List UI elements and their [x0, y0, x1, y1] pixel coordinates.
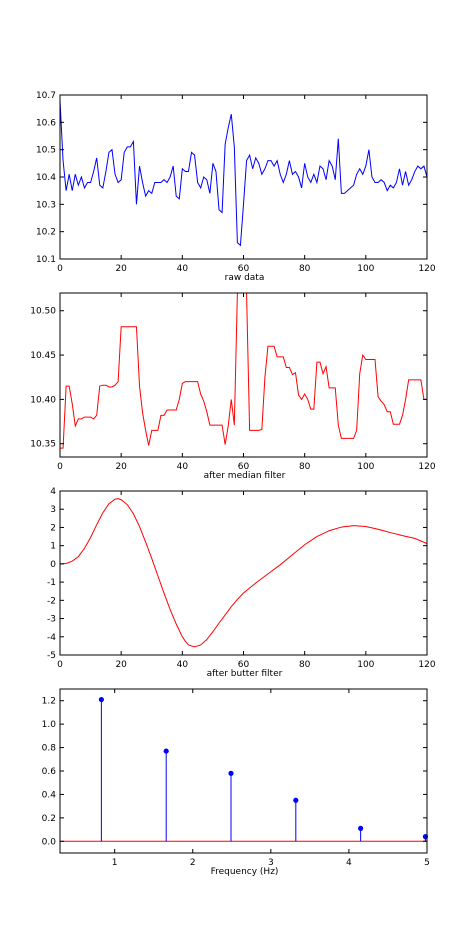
chart-frequency-spectrum: 1 2 3 4 5 0.0 0.2 0.4 0.6 0.8 1.0 1.2 Frequency (Hz) [42, 688, 430, 877]
y-tick-label: 10.50 [30, 307, 56, 317]
y-tick-label: -4 [47, 633, 56, 643]
y-tick-label: 10.5 [36, 146, 56, 156]
series-line-0 [60, 498, 427, 648]
stem-marker [293, 797, 299, 803]
axes-frame [59, 490, 428, 656]
x-axis-label: after median filter [204, 471, 286, 481]
x-axis-label: raw data [225, 273, 265, 283]
stem-marker [358, 825, 364, 832]
x-tick-label: 40 [177, 462, 189, 472]
x-tick-label: 40 [177, 264, 189, 274]
axes-frame [59, 292, 428, 458]
axes-frame [59, 688, 428, 854]
y-tick-label: 0.8 [42, 744, 57, 754]
x-tick-label: 20 [115, 264, 127, 274]
stem-marker [98, 696, 104, 703]
x-tick-label: 2 [190, 858, 196, 868]
x-tick-label: 4 [346, 858, 352, 868]
y-tick-label: 10.4 [36, 173, 56, 183]
x-tick-label: 3 [268, 858, 274, 868]
y-tick-label: 10.3 [36, 200, 56, 210]
y-tick-label: 0.4 [42, 790, 57, 800]
x-tick-label: 20 [115, 660, 127, 670]
series-line-0 [60, 293, 427, 449]
y-tick-label: 10.40 [30, 395, 56, 405]
y-tick-label: 0.2 [42, 814, 56, 824]
x-tick-label: 100 [357, 660, 374, 670]
y-tick-label: 10.6 [36, 118, 56, 128]
y-tick-label: 10.7 [36, 91, 56, 101]
x-tick-label: 80 [299, 264, 311, 274]
x-tick-label: 5 [424, 858, 430, 868]
y-tick-label: 10.1 [36, 255, 56, 265]
x-tick-label: 80 [299, 660, 311, 670]
y-tick-label: 2 [50, 523, 56, 533]
y-tick-label: 3 [50, 505, 56, 515]
x-tick-label: 0 [57, 264, 63, 274]
x-tick-label: 0 [57, 462, 63, 472]
x-tick-label: 100 [357, 264, 374, 274]
y-tick-label: 0 [50, 560, 56, 570]
y-tick-label: 4 [50, 487, 56, 497]
y-tick-label: 1.0 [42, 720, 57, 730]
x-tick-label: 40 [177, 660, 189, 670]
x-tick-label: 120 [418, 660, 435, 670]
x-tick-label: 0 [57, 660, 63, 670]
x-tick-label: 60 [238, 462, 250, 472]
y-tick-label: 0.0 [42, 837, 57, 847]
y-tick-label: -5 [47, 651, 56, 661]
chart-butter-filter: 0 20 40 60 80 100 120 -5 -4 -3 -2 -1 0 1 2 3 4 after butt… [47, 487, 436, 679]
y-tick-label: -3 [47, 615, 56, 625]
y-tick-label: 1 [50, 542, 56, 552]
x-tick-label: 60 [238, 264, 250, 274]
x-tick-label: 60 [238, 660, 250, 670]
y-tick-label: 0.6 [42, 767, 57, 777]
series-line-0 [60, 100, 427, 247]
x-tick-label: 1 [112, 858, 118, 868]
x-tick-label: 80 [299, 462, 311, 472]
chart-median-filter: 0 20 40 60 80 100 120 10.35 10.40 10.45 10.50 after… [30, 292, 436, 481]
y-tick-label: -2 [47, 596, 56, 606]
y-tick-label: 1.2 [42, 697, 56, 707]
stem-marker [228, 770, 234, 776]
x-tick-label: 100 [357, 462, 374, 472]
stem-marker [163, 748, 169, 754]
x-axis-label: Frequency (Hz) [211, 867, 279, 877]
x-axis-label: after butter filter [207, 669, 283, 679]
x-tick-label: 120 [418, 264, 435, 274]
x-tick-label: 120 [418, 462, 435, 472]
y-tick-label: -1 [47, 578, 56, 588]
y-tick-label: 10.35 [30, 440, 56, 450]
y-tick-label: 10.45 [30, 351, 56, 361]
x-tick-label: 20 [115, 462, 127, 472]
chart-raw-data: 0 20 40 60 80 100 120 10.1 10.2 10.3 10.4 10.5 10.6 1… [36, 91, 436, 283]
y-tick-label: 10.2 [36, 228, 56, 238]
